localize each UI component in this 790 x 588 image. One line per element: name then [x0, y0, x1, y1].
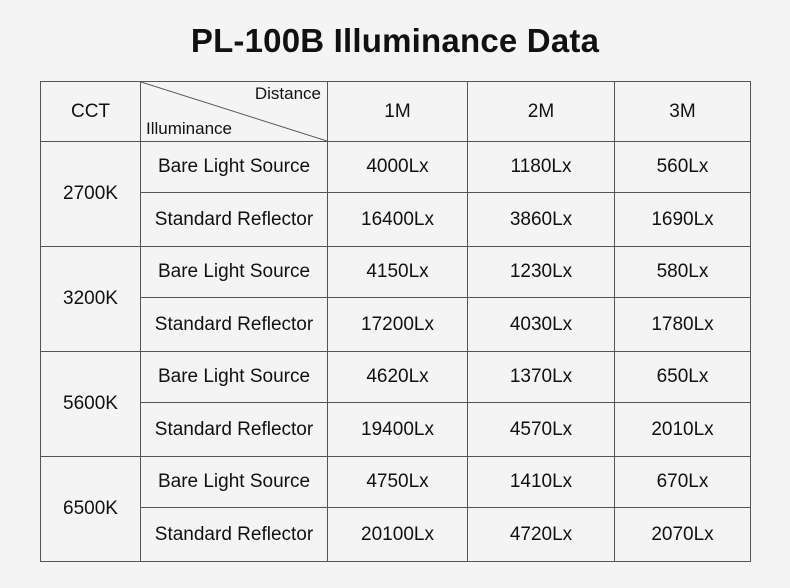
- lux-value-cell: 2010Lx: [614, 402, 751, 457]
- light-type-cell: Bare Light Source: [140, 351, 328, 403]
- lux-value-cell: 1180Lx: [467, 141, 615, 193]
- lux-value-cell: 17200Lx: [327, 297, 468, 352]
- header-distance-3: 3M: [614, 81, 751, 142]
- light-type-cell: Bare Light Source: [140, 246, 328, 298]
- lux-value-cell: 4750Lx: [327, 456, 468, 508]
- table-row: 5600K Bare Light Source 4620Lx 1370Lx 650Lx: [40, 351, 751, 457]
- lux-value-cell: 2070Lx: [614, 507, 751, 562]
- table-row: Standard Reflector 20100Lx 4720Lx 2070Lx: [41, 507, 751, 562]
- header-distance-2: 2M: [467, 81, 615, 142]
- lux-value-cell: 4150Lx: [327, 246, 468, 298]
- lux-value-cell: 1370Lx: [467, 351, 615, 403]
- table-body: CCT Distance Illuminance 1M 2M 3M 2700K B…: [40, 81, 751, 562]
- cct-cell: 5600K: [40, 351, 141, 457]
- table-row: 2700K Bare Light Source 4000Lx 1180Lx 560Lx: [40, 141, 751, 247]
- diagonal-line: [141, 82, 327, 141]
- lux-value-cell: 4620Lx: [327, 351, 468, 403]
- table-row: Standard Reflector 17200Lx 4030Lx 1780Lx: [41, 297, 751, 352]
- light-type-cell: Standard Reflector: [140, 297, 328, 352]
- lux-value-cell: 4030Lx: [467, 297, 615, 352]
- cct-cell: 6500K: [40, 456, 141, 562]
- lux-value-cell: 4720Lx: [467, 507, 615, 562]
- lux-value-cell: 20100Lx: [327, 507, 468, 562]
- table-row: Standard Reflector 16400Lx 3860Lx 1690Lx: [41, 192, 751, 247]
- lux-value-cell: 670Lx: [614, 456, 751, 508]
- light-type-cell: Standard Reflector: [140, 402, 328, 457]
- header-diagonal-cell: Distance Illuminance: [140, 81, 328, 142]
- lux-value-cell: 1410Lx: [467, 456, 615, 508]
- header-cct: CCT: [40, 81, 141, 142]
- lux-value-cell: 560Lx: [614, 141, 751, 193]
- table-row: 3200K Bare Light Source 4150Lx 1230Lx 580Lx: [40, 246, 751, 352]
- header-distance-1: 1M: [327, 81, 468, 142]
- lux-value-cell: 19400Lx: [327, 402, 468, 457]
- cct-cell: 3200K: [40, 246, 141, 352]
- header-distance-label: Distance: [254, 84, 321, 103]
- illuminance-table: CCT Distance Illuminance 1M 2M 3M 2700K B…: [40, 81, 751, 562]
- page-title: PL-100B Illuminance Data: [190, 22, 600, 59]
- header-illuminance-label: Illuminance: [146, 119, 232, 138]
- light-type-cell: Bare Light Source: [140, 456, 328, 508]
- light-type-cell: Bare Light Source: [140, 141, 328, 193]
- light-type-cell: Standard Reflector: [140, 507, 328, 562]
- lux-value-cell: 4570Lx: [467, 402, 615, 457]
- table-row: Standard Reflector 19400Lx 4570Lx 2010Lx: [41, 402, 751, 457]
- lux-value-cell: 1230Lx: [467, 246, 615, 298]
- lux-value-cell: 650Lx: [614, 351, 751, 403]
- lux-value-cell: 16400Lx: [327, 192, 468, 247]
- lux-value-cell: 3860Lx: [467, 192, 615, 247]
- lux-value-cell: 4000Lx: [327, 141, 468, 193]
- lux-value-cell: 1690Lx: [614, 192, 751, 247]
- lux-value-cell: 580Lx: [614, 246, 751, 298]
- table-row: 6500K Bare Light Source 4750Lx 1410Lx 670Lx: [40, 456, 751, 562]
- table-header-row: CCT Distance Illuminance 1M 2M 3M: [40, 81, 751, 142]
- lux-value-cell: 1780Lx: [614, 297, 751, 352]
- cct-cell: 2700K: [40, 141, 141, 247]
- light-type-cell: Standard Reflector: [140, 192, 328, 247]
